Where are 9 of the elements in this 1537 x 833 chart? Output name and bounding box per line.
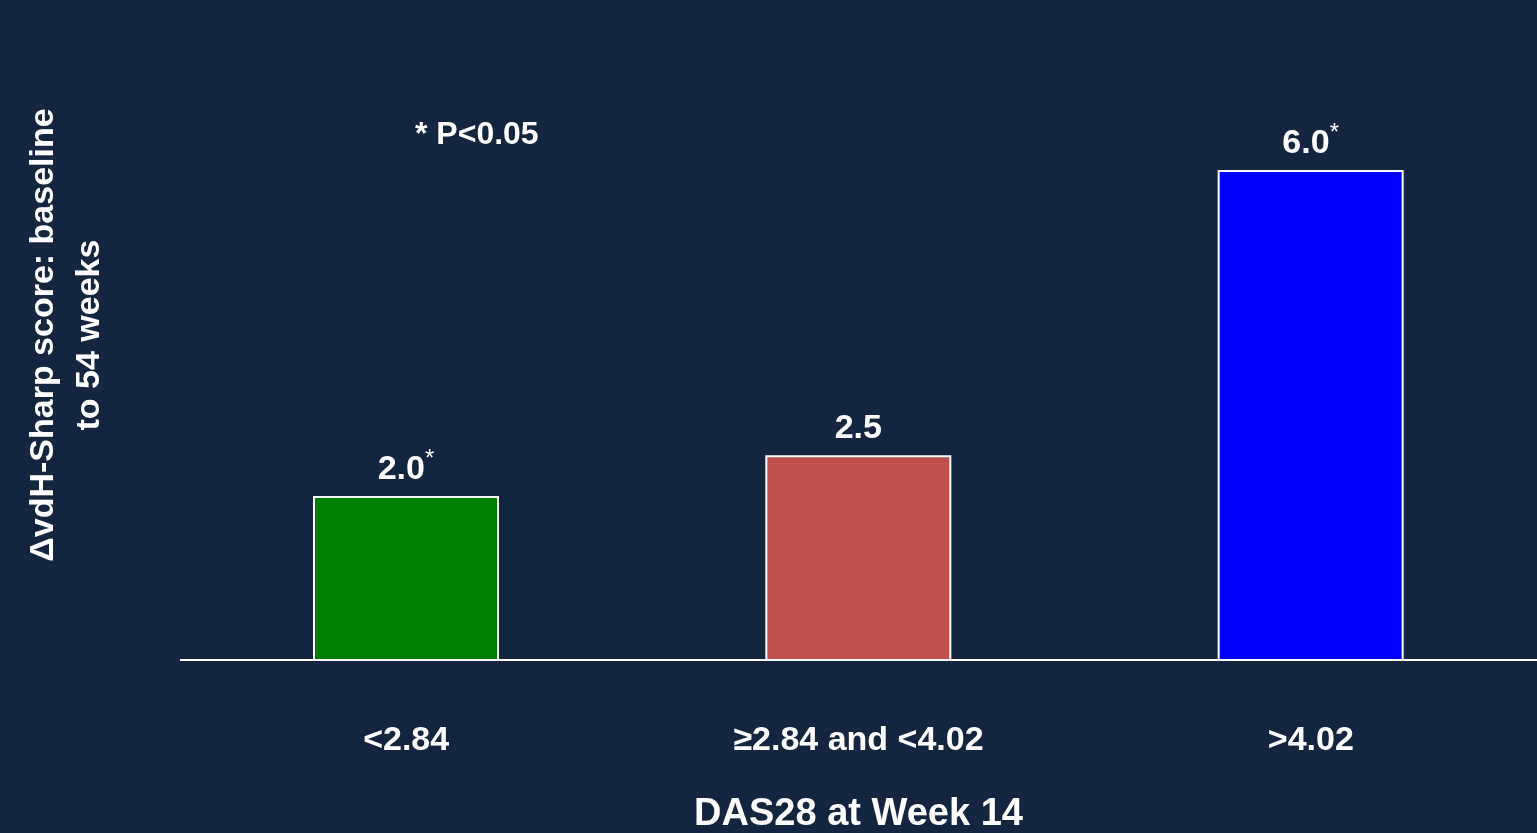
y-axis-title: ΔvdH-Sharp score: baseline to 54 weeks: [21, 107, 107, 564]
text: * P<0.05: [415, 115, 539, 152]
x-axis-title: DAS28 at Week 14: [693, 790, 1024, 833]
data-label: 2.5: [834, 407, 882, 446]
x-tick-label: >4.02: [1267, 719, 1354, 758]
data-label: 6.0$^{*}$: [1282, 117, 1339, 160]
x-tick-label: <2.84: [363, 719, 450, 758]
x-tick-label: ≥2.84 and <4.02: [733, 719, 984, 758]
data-label: 2.0$^{*}$: [377, 443, 435, 486]
